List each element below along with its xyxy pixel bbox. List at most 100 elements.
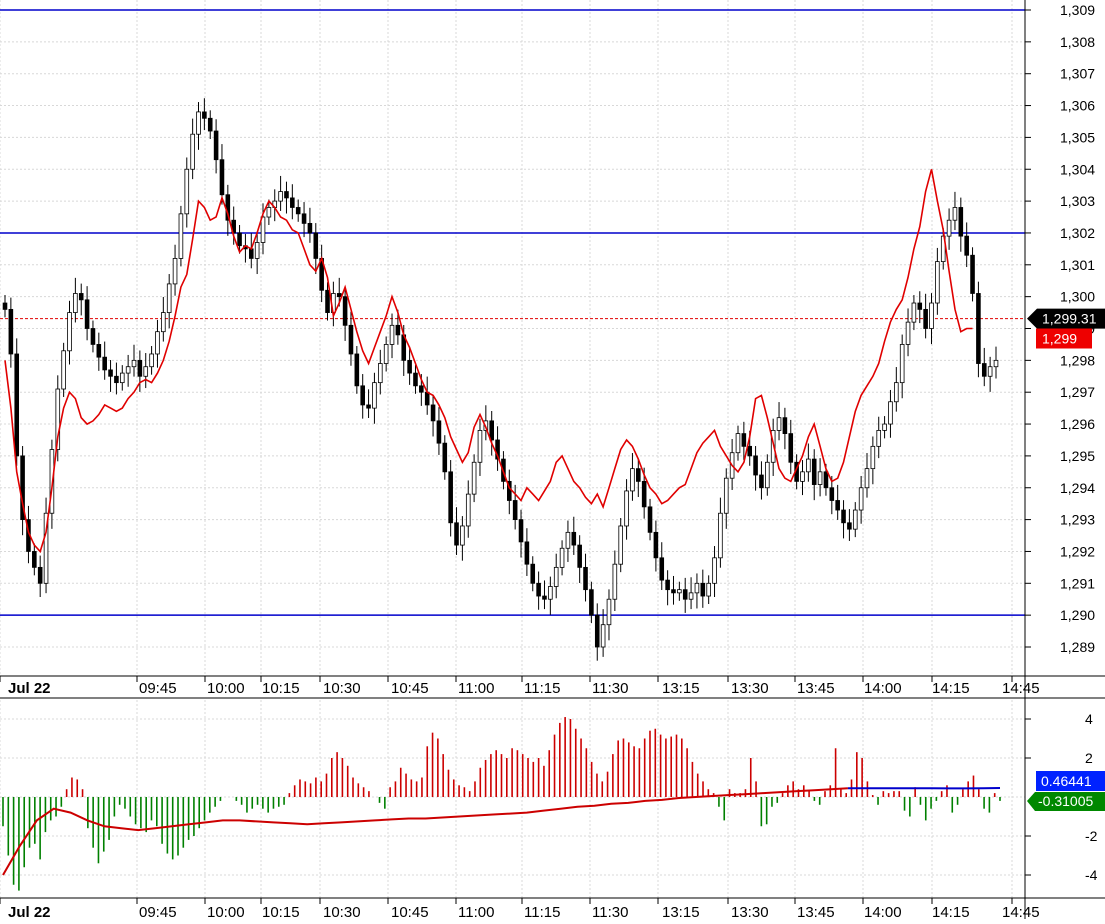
price-y-tick-label: 1,300 [1060, 289, 1095, 305]
price-y-tick-label: 1,289 [1060, 639, 1095, 655]
candle-down [636, 469, 640, 482]
price-y-tick-label: 1,305 [1060, 129, 1095, 145]
osc-y-tick-label: 4 [1085, 711, 1093, 727]
candle-down [666, 580, 670, 590]
price-x-tick-label: 10:45 [391, 680, 429, 697]
candle-down [220, 160, 224, 195]
candle-down [349, 325, 353, 354]
candle-down [701, 583, 705, 596]
candle-up [144, 367, 148, 377]
candle-down [918, 303, 922, 309]
candle-up [191, 134, 195, 169]
candle-up [267, 207, 271, 217]
candle-down [848, 523, 852, 529]
candle-down [584, 567, 588, 589]
candle-up [894, 383, 898, 402]
candle-down [296, 207, 300, 213]
candle-up [818, 472, 822, 485]
osc-green-value-label: -0.31005 [1038, 793, 1093, 809]
candle-up [988, 367, 992, 377]
osc-x-tick-label: 13:45 [797, 904, 835, 919]
candle-up [460, 526, 464, 545]
candle-down [437, 421, 441, 443]
candle-up [930, 303, 934, 328]
candle-up [607, 599, 611, 624]
price-x-tick-label: 13:30 [731, 680, 769, 697]
price-x-tick-label: 14:45 [1002, 680, 1040, 697]
candle-up [62, 351, 66, 389]
candle-up [390, 325, 394, 344]
price-y-tick-label: 1,296 [1060, 416, 1095, 432]
candle-down [519, 520, 523, 542]
candle-up [601, 625, 605, 647]
candle-down [642, 481, 646, 506]
candle-down [32, 551, 36, 567]
candle-down [103, 357, 107, 370]
candle-up [871, 446, 875, 468]
candle-up [865, 469, 869, 488]
candle-up [68, 313, 72, 351]
candle-down [648, 507, 652, 532]
candle-down [367, 405, 371, 408]
price-x-tick-label: 11:30 [592, 680, 628, 697]
candle-up [132, 360, 136, 366]
candle-up [472, 462, 476, 494]
price-y-tick-label: 1,292 [1060, 543, 1095, 559]
price-x-tick-label: 14:00 [864, 680, 902, 697]
candle-up [185, 169, 189, 214]
candle-down [789, 434, 793, 463]
price-y-tick-label: 1,303 [1060, 193, 1095, 209]
candle-up [261, 217, 265, 242]
candle-down [754, 456, 758, 475]
overlay-value-label: 1,299 [1042, 331, 1077, 347]
candle-up [126, 367, 130, 373]
candle-up [689, 593, 693, 599]
osc-x-tick-label: 13:15 [662, 904, 700, 919]
candle-down [314, 233, 318, 258]
candle-down [238, 233, 242, 246]
candle-up [554, 567, 558, 586]
candle-up [900, 344, 904, 382]
osc-x-tick-label: 14:15 [932, 904, 970, 919]
osc-x-tick-label: 10:45 [391, 904, 429, 919]
price-y-tick-label: 1,293 [1060, 512, 1095, 528]
candle-down [971, 255, 975, 293]
candle-down [443, 443, 447, 472]
osc-x-tick-label: 11:15 [524, 904, 560, 919]
price-x-tick-label: 11:15 [524, 680, 560, 697]
osc-y-tick-label: -2 [1085, 828, 1098, 844]
candle-down [425, 392, 429, 405]
candle-up [853, 510, 857, 529]
candle-up [713, 558, 717, 583]
candle-up [912, 303, 916, 322]
candle-down [290, 198, 294, 208]
candle-down [343, 297, 347, 326]
candle-down [812, 459, 816, 484]
candle-down [455, 523, 459, 545]
candle-down [748, 446, 752, 456]
candle-down [830, 488, 834, 501]
candle-down [977, 293, 981, 363]
candle-down [578, 545, 582, 567]
candle-down [525, 542, 529, 564]
price-x-tick-label: Jul 22 [8, 680, 51, 697]
candle-down [308, 223, 312, 233]
price-y-tick-label: 1,295 [1060, 448, 1095, 464]
price-y-tick-label: 1,308 [1060, 34, 1095, 50]
candle-down [79, 293, 83, 299]
candle-down [302, 214, 306, 224]
candle-down [396, 325, 400, 335]
candle-up [994, 360, 998, 366]
osc-x-tick-label: 10:00 [207, 904, 245, 919]
candle-up [889, 402, 893, 424]
candle-up [613, 564, 617, 599]
candle-down [836, 500, 840, 510]
candle-down [15, 354, 19, 456]
candle-down [924, 309, 928, 328]
candle-down [683, 590, 687, 600]
candle-up [378, 364, 382, 383]
candle-up [566, 532, 570, 548]
candle-down [115, 376, 119, 382]
